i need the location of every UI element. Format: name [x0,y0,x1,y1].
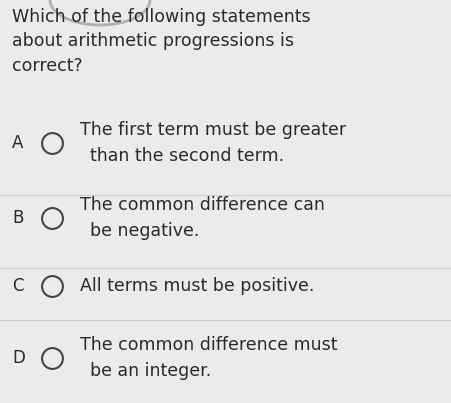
Text: Which of the following statements
about arithmetic progressions is
correct?: Which of the following statements about … [12,8,311,75]
Text: than the second term.: than the second term. [90,147,284,165]
Text: The common difference can: The common difference can [80,196,325,214]
Text: C: C [12,277,23,295]
Text: be negative.: be negative. [90,222,199,240]
Text: The first term must be greater: The first term must be greater [80,121,346,139]
Text: All terms must be positive.: All terms must be positive. [80,277,314,295]
Text: B: B [12,209,23,227]
Text: D: D [12,349,25,367]
Text: The common difference must: The common difference must [80,336,337,354]
Text: A: A [12,134,23,152]
Text: be an integer.: be an integer. [90,362,211,380]
